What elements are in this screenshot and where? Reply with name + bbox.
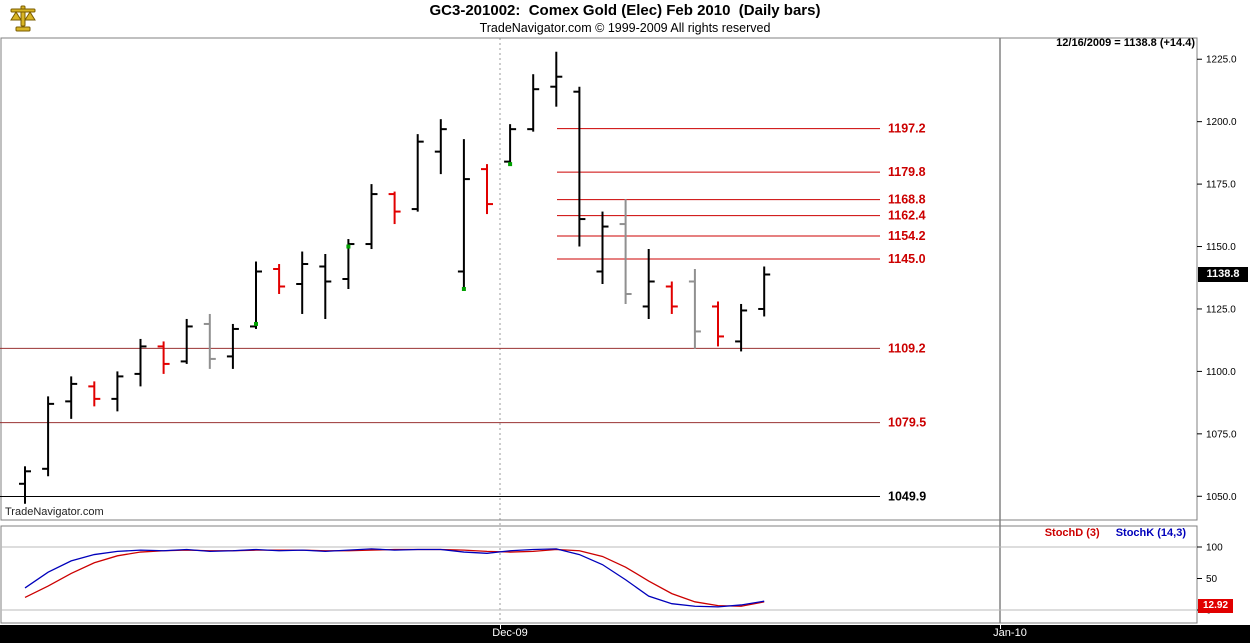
level-label: 1162.4: [888, 209, 926, 223]
level-label: 1197.2: [888, 122, 926, 136]
price-axis-label: 1050.0: [1206, 492, 1237, 503]
indicator-legend: StochD (3) StochK (14,3): [1045, 527, 1186, 539]
stoch-value-box: 12.92: [1198, 599, 1233, 613]
copyright-text: TradeNavigator.com © 1999-2009 All right…: [479, 21, 771, 35]
current-price-box: 1138.8: [1198, 267, 1248, 282]
chart-title: GC3-201002: Comex Gold (Elec) Feb 2010 (…: [429, 2, 821, 19]
logo-shape: [10, 5, 36, 32]
price-axis-label: 1125.0: [1206, 304, 1236, 315]
time-axis[interactable]: Dec-09 Jan-10: [0, 625, 1250, 643]
legend-stochd[interactable]: StochD (3): [1044, 527, 1100, 539]
level-label: 1179.8: [888, 165, 926, 179]
main-panel-border: [0, 37, 1198, 521]
price-axis-label: 1225.0: [1206, 55, 1237, 66]
stoch-axis-label: 100: [1206, 543, 1223, 554]
legend-stochk[interactable]: StochK (14,3): [1115, 527, 1186, 539]
level-label: 1168.8: [888, 193, 926, 207]
logo-graphic: [10, 5, 36, 32]
watermark-text: TradeNavigator.com: [5, 506, 104, 518]
price-axis-label: 1175.0: [1206, 180, 1236, 191]
stochk-line: [24, 548, 765, 608]
signal-dot: [346, 244, 351, 249]
level-label: 1049.9: [888, 490, 926, 504]
price-axis-label: 1100.0: [1206, 367, 1236, 378]
stoch-axis-label: 50: [1206, 574, 1218, 585]
stoch-panel-border: [0, 525, 1198, 624]
price-axis-label: 1075.0: [1206, 429, 1237, 440]
last-bar-readout: 12/16/2009 = 1138.8 (+14.4): [1056, 37, 1195, 49]
price-axis-label: 1200.0: [1206, 117, 1237, 128]
app-logo-icon: [8, 3, 38, 35]
level-label: 1145.0: [888, 252, 926, 266]
month-label: Jan-10: [993, 627, 1027, 639]
level-label: 1079.5: [888, 416, 926, 430]
signal-dot: [508, 162, 513, 167]
signal-dot: [254, 321, 258, 326]
level-label: 1109.2: [888, 341, 926, 355]
price-axis-label: 1150.0: [1206, 242, 1236, 253]
month-label: Dec-09: [492, 627, 528, 639]
month-tick: [1000, 625, 1001, 629]
level-label: 1154.2: [888, 229, 926, 243]
month-tick: [500, 625, 501, 629]
signal-dot: [461, 286, 466, 291]
